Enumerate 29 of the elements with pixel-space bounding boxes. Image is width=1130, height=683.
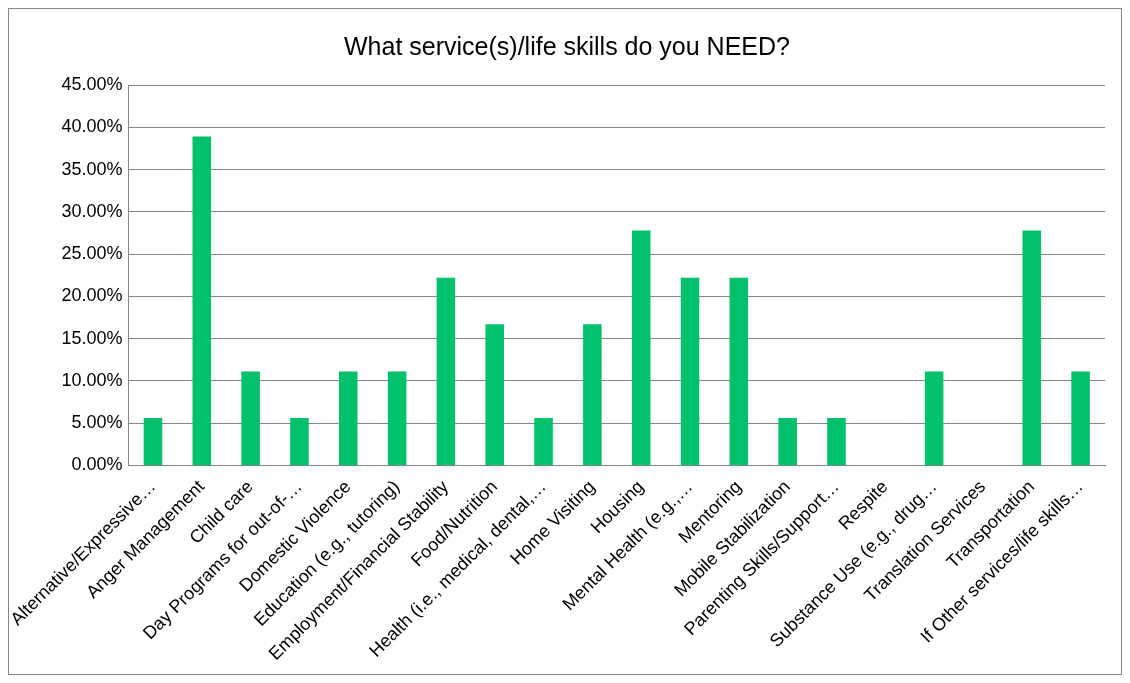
bar	[729, 277, 749, 465]
bar	[485, 324, 504, 465]
y-tick-label: 0.00%	[71, 454, 123, 475]
y-tick-label: 35.00%	[61, 158, 123, 179]
bar	[583, 324, 602, 465]
bar	[1022, 230, 1042, 465]
y-tick-label: 45.00%	[61, 73, 123, 94]
bar	[534, 418, 553, 465]
bar	[778, 418, 797, 465]
bar	[143, 418, 163, 465]
bar	[924, 371, 944, 465]
y-tick-label: 10.00%	[61, 369, 123, 390]
chart-title: What service(s)/life skills do you NEED?	[344, 31, 790, 60]
bar	[338, 371, 358, 465]
y-tick-label: 20.00%	[61, 285, 123, 306]
bar	[290, 418, 309, 465]
bar	[387, 371, 407, 465]
bar	[680, 277, 700, 465]
y-tick-label: 5.00%	[71, 412, 123, 433]
y-tick-label: 15.00%	[61, 327, 123, 348]
y-tick-label: 25.00%	[61, 243, 123, 264]
bar	[631, 230, 651, 465]
y-tick-label: 30.00%	[61, 200, 123, 221]
bar	[1071, 371, 1090, 465]
bar	[436, 277, 456, 465]
bar	[827, 418, 846, 465]
bar	[241, 371, 260, 465]
y-tick-label: 40.00%	[61, 116, 123, 137]
bar	[192, 136, 212, 465]
